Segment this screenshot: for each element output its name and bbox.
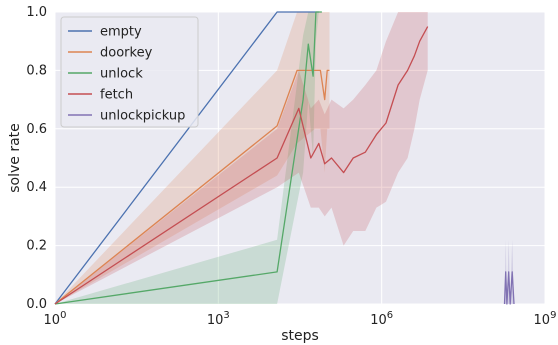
series-line-unlockpickup [503,271,515,305]
series-line-doorkey [54,69,330,305]
legend-label-unlockpickup: unlockpickup [100,109,185,124]
legend: empty doorkey unlock fetch unlockpickup [60,16,199,128]
x-tick-label-2: 106 [370,310,393,328]
y-tick-label-4: 0.8 [26,63,47,78]
y-tick-label-1: 0.2 [26,239,47,254]
legend-box [60,16,199,128]
y-axis-label: solve rate [7,123,23,193]
y-tick-label-5: 1.0 [26,5,47,20]
y-tick-label-3: 0.6 [26,122,47,137]
x-tick-label-0: 100 [44,310,67,328]
x-tick-label-1: 103 [207,310,230,328]
x-axis-label: steps [281,328,319,344]
legend-label-empty: empty [100,25,142,40]
legend-label-doorkey: doorkey [100,46,153,61]
series-lines [54,11,515,305]
x-axis-ticks: 100 103 106 109 [44,310,557,328]
series-line-fetch [54,26,429,305]
y-tick-label-2: 0.4 [26,180,47,195]
legend-label-fetch: fetch [100,88,133,103]
y-tick-label-0: 0.0 [26,297,47,312]
series-line-empty [54,11,319,305]
x-tick-label-3: 109 [534,310,557,328]
band-fetch [55,12,428,304]
series-line-unlock [54,11,322,305]
legend-label-unlock: unlock [100,67,143,82]
y-axis-ticks: 0.0 0.2 0.4 0.6 0.8 1.0 [26,5,47,312]
band-doorkey [55,12,330,304]
